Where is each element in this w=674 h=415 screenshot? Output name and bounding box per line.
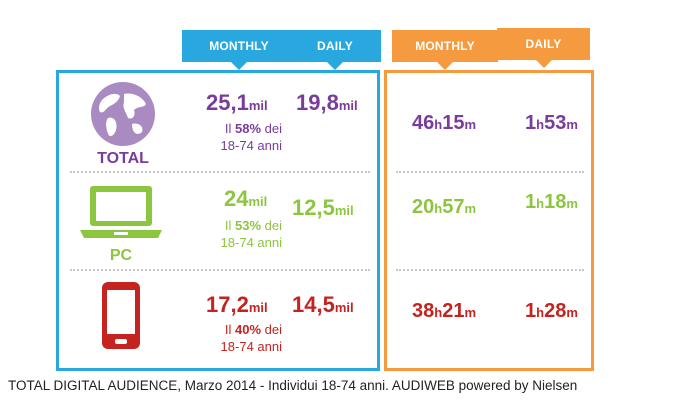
header-audience-monthly: MONTHLY <box>182 30 296 70</box>
mobile-monthly-users: 17,2mil <box>206 292 268 317</box>
row-separator <box>396 269 584 271</box>
total-daily-users: 19,8mil <box>296 90 358 115</box>
row-separator <box>396 171 584 173</box>
pc-monthly-time: 20h57m <box>412 196 477 218</box>
total-share: Il 58% dei 18-74 anni <box>220 121 282 153</box>
row-separator <box>70 269 370 271</box>
mobile-share: Il 40% dei 18-74 anni <box>220 322 282 354</box>
pc-share: Il 53% dei 18-74 anni <box>220 218 282 250</box>
row-label-pc: PC <box>109 247 133 264</box>
pc-daily-users: 12,5mil <box>292 195 354 220</box>
source-footnote: TOTAL DIGITAL AUDIENCE, Marzo 2014 - Ind… <box>8 378 578 393</box>
smartphone-icon <box>100 281 142 356</box>
mobile-daily-time: 1h28m <box>525 300 578 322</box>
pc-daily-time: 1h18m <box>525 191 578 213</box>
row-separator <box>70 171 370 173</box>
laptop-icon <box>78 184 164 245</box>
row-label-total: TOTAL <box>97 150 149 167</box>
total-monthly-users: 25,1mil <box>206 90 268 115</box>
header-audience-daily: DAILY <box>289 30 381 70</box>
audience-panel <box>56 70 380 371</box>
header-time-daily: DAILY <box>497 28 590 68</box>
mobile-monthly-time: 38h21m <box>412 300 477 322</box>
total-monthly-time: 46h15m <box>412 112 477 134</box>
mobile-daily-users: 14,5mil <box>292 292 354 317</box>
time-panel <box>384 70 594 371</box>
globe-icon <box>88 80 158 153</box>
pc-monthly-users: 24mil <box>224 186 268 211</box>
total-daily-time: 1h53m <box>525 112 578 134</box>
header-time-monthly: MONTHLY <box>392 30 498 70</box>
